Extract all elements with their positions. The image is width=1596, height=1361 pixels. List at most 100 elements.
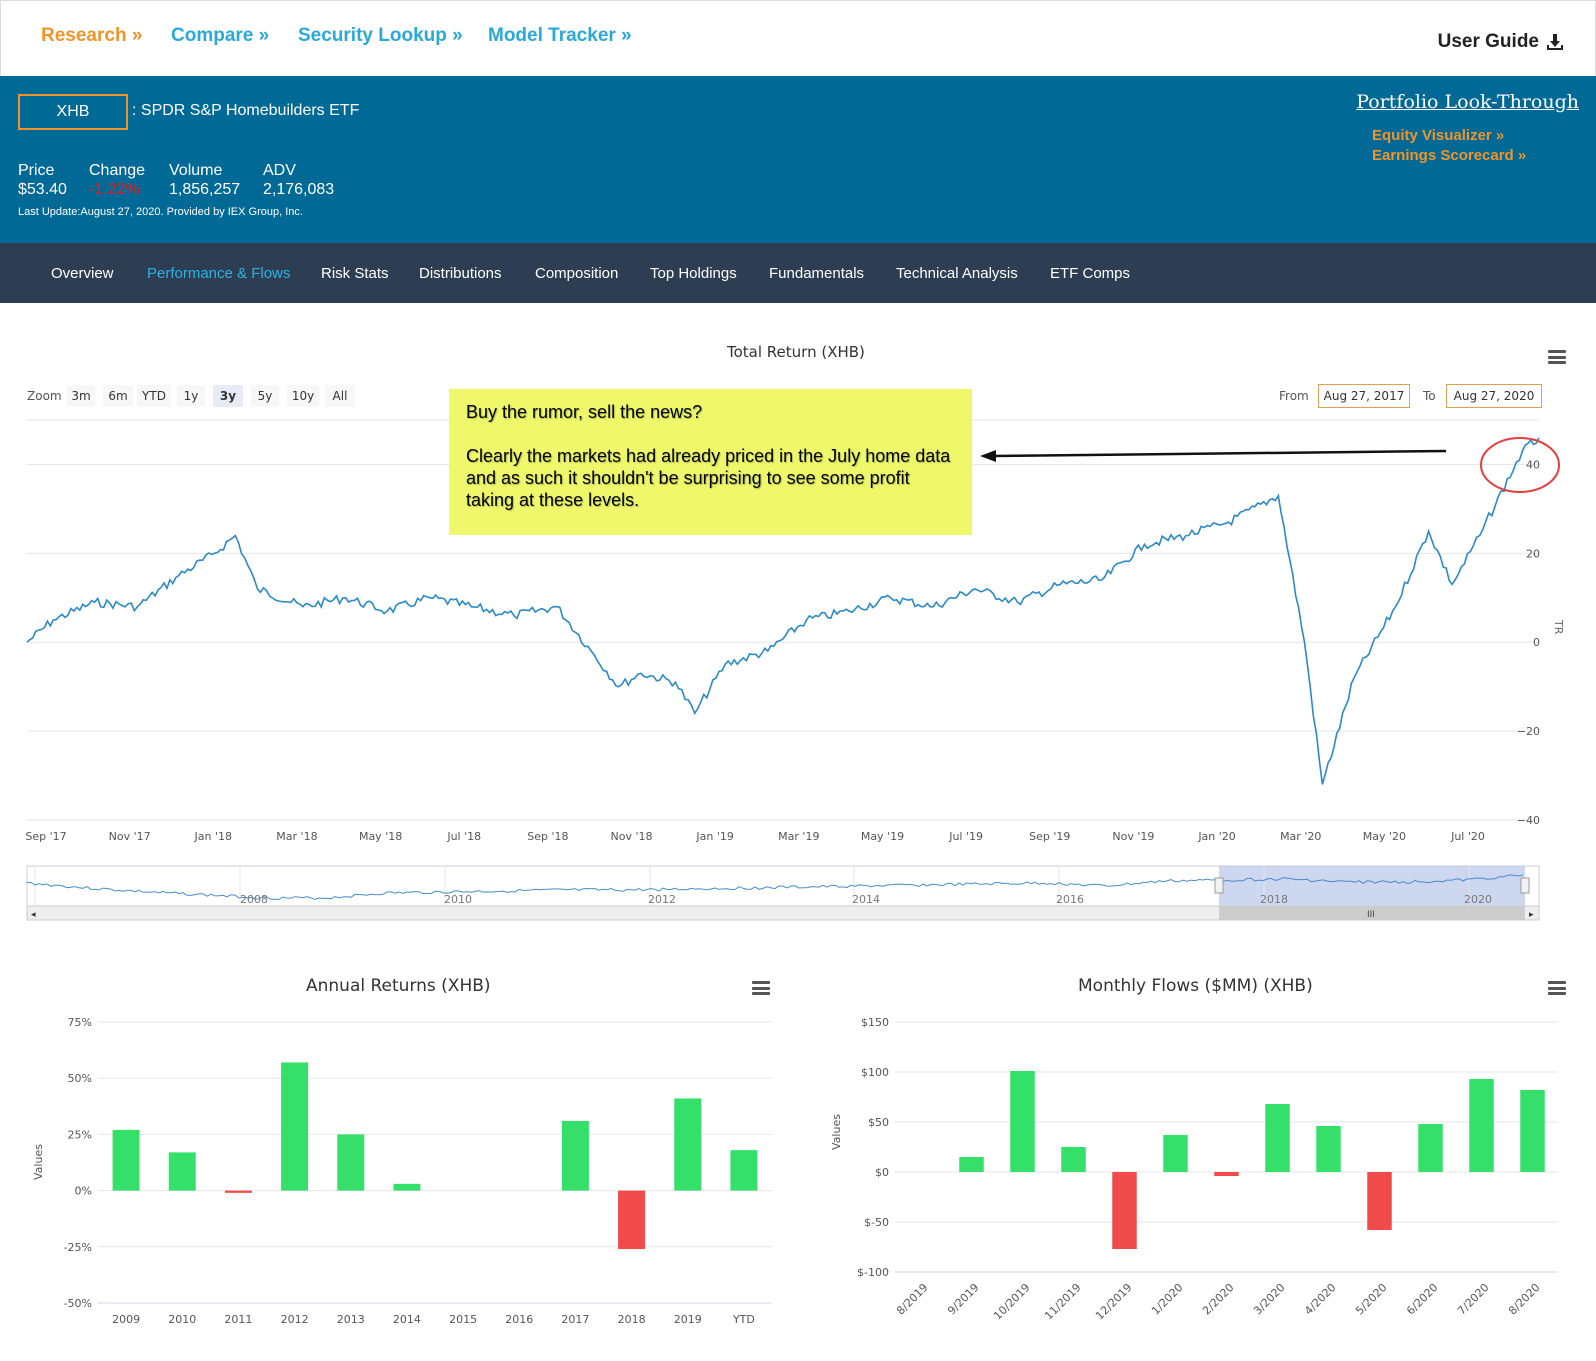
bar-x-tick-label: 2016 <box>505 1313 533 1326</box>
navigator-year-label: 2014 <box>852 893 880 906</box>
bar-2017[interactable] <box>561 1120 589 1191</box>
bar-y-tick-label: $100 <box>861 1066 889 1079</box>
bar-x-tick-label: 10/2019 <box>991 1281 1033 1323</box>
monthly-flows-title: Monthly Flows ($MM) (XHB) <box>1078 976 1313 996</box>
total-return-menu-icon[interactable] <box>1548 350 1566 364</box>
annotation-note: Buy the rumor, sell the news? Clearly th… <box>449 389 972 535</box>
security-lookup-link[interactable]: Security Lookup » <box>298 25 463 46</box>
zoom-10y-button[interactable]: 10y <box>287 385 319 407</box>
scroll-left-arrow[interactable]: ◂ <box>31 910 36 920</box>
zoom-label: Zoom <box>27 389 62 403</box>
zoom-all-button[interactable]: All <box>325 385 355 407</box>
tr-x-tick-label: Mar '19 <box>778 830 819 843</box>
portfolio-look-through-link[interactable]: Portfolio Look-Through <box>1356 91 1579 113</box>
bar-x-tick-label: 8/2020 <box>1506 1281 1543 1318</box>
to-label: To <box>1423 389 1436 403</box>
bar-y-tick-label: $0 <box>875 1166 889 1179</box>
bar-8/2020[interactable] <box>1520 1090 1545 1172</box>
navigator[interactable]: 2008 2010 2012 2014 2016 2018 2020 ◂ ▸ III <box>26 865 1540 921</box>
from-date-input[interactable]: Aug 27, 2017 <box>1318 384 1410 408</box>
bar-x-tick-label: 7/2020 <box>1455 1281 1492 1318</box>
bar-x-tick-label: 2009 <box>112 1313 140 1326</box>
bar-6/2020[interactable] <box>1418 1124 1443 1172</box>
navigator-year-label: 2018 <box>1260 893 1288 906</box>
bar-y-tick-label: -50% <box>64 1297 92 1310</box>
bar-x-tick-label: 1/2020 <box>1149 1281 1186 1318</box>
bar-4/2020[interactable] <box>1316 1126 1341 1172</box>
highlight-circle <box>1480 437 1560 493</box>
annual-returns-title: Annual Returns (XHB) <box>306 976 491 996</box>
bar-2014[interactable] <box>393 1183 421 1191</box>
from-label: From <box>1279 389 1309 403</box>
bar-x-tick-label: 4/2020 <box>1302 1281 1339 1318</box>
bar-2009[interactable] <box>112 1129 140 1191</box>
bar-x-tick-label: YTD <box>732 1313 755 1326</box>
tr-x-tick-label: Jul '19 <box>948 830 983 843</box>
tab-overview[interactable]: Overview <box>51 265 114 282</box>
user-guide-button[interactable]: User Guide <box>1438 31 1565 53</box>
bar-2018[interactable] <box>618 1190 646 1250</box>
tab-fundamentals[interactable]: Fundamentals <box>769 265 865 282</box>
compare-link[interactable]: Compare » <box>171 25 270 46</box>
model-tracker-link[interactable]: Model Tracker » <box>488 25 632 46</box>
zoom-ytd-button[interactable]: YTD <box>137 385 171 407</box>
equity-visualizer-link[interactable]: Equity Visualizer » <box>1372 127 1505 144</box>
bar-2/2020[interactable] <box>1214 1172 1239 1176</box>
bar-y-tick-label: $-100 <box>857 1266 889 1279</box>
navigator-selection[interactable] <box>1219 866 1525 906</box>
bar-2011[interactable] <box>224 1190 252 1193</box>
zoom-5y-button[interactable]: 5y <box>251 385 279 407</box>
monthly-flows-y-axis-title: Values <box>830 1114 843 1150</box>
bar-1/2020[interactable] <box>1163 1135 1188 1172</box>
bar-x-tick-label: 2/2020 <box>1200 1281 1237 1318</box>
zoom-6m-button[interactable]: 6m <box>103 385 133 407</box>
zoom-1y-button[interactable]: 1y <box>177 385 205 407</box>
bar-y-tick-label: $-50 <box>864 1216 889 1229</box>
tab-etf-comps[interactable]: ETF Comps <box>1050 265 1131 282</box>
annotation-arrow <box>991 449 1447 458</box>
price-stat: Price $53.40 <box>18 161 67 199</box>
bar-x-tick-label: 2015 <box>449 1313 477 1326</box>
navigator-year-label: 2020 <box>1464 893 1492 906</box>
navigator-handle-left[interactable] <box>1214 877 1224 894</box>
ticker-box[interactable]: XHB <box>18 94 128 130</box>
tab-technical-analysis[interactable]: Technical Analysis <box>896 265 1018 282</box>
tab-composition[interactable]: Composition <box>535 265 619 282</box>
navigator-scrollbar-thumb[interactable] <box>1219 906 1525 920</box>
earnings-scorecard-link[interactable]: Earnings Scorecard » <box>1372 147 1527 164</box>
bar-3/2020[interactable] <box>1265 1104 1290 1172</box>
monthly-flows-menu-icon[interactable] <box>1548 981 1566 995</box>
to-date-input[interactable]: Aug 27, 2020 <box>1446 384 1542 408</box>
bar-2010[interactable] <box>168 1152 196 1191</box>
annual-returns-menu-icon[interactable] <box>752 981 770 995</box>
bar-12/2019[interactable] <box>1112 1172 1137 1249</box>
scroll-right-arrow[interactable]: ▸ <box>1529 910 1534 920</box>
bar-2012[interactable] <box>281 1062 309 1191</box>
tr-x-tick-label: Mar '18 <box>276 830 317 843</box>
bar-5/2020[interactable] <box>1367 1172 1392 1230</box>
zoom-3y-button[interactable]: 3y <box>213 385 243 407</box>
bar-2013[interactable] <box>337 1134 365 1191</box>
zoom-3m-button[interactable]: 3m <box>67 385 95 407</box>
bar-10/2019[interactable] <box>1010 1071 1035 1172</box>
last-update: Last Update:August 27, 2020. Provided by… <box>18 206 303 218</box>
bar-2019[interactable] <box>674 1098 702 1191</box>
tab-top-holdings[interactable]: Top Holdings <box>650 265 737 282</box>
tab-performance-flows[interactable]: Performance & Flows <box>147 265 291 282</box>
bar-9/2019[interactable] <box>959 1157 984 1172</box>
navigator-scrollbar[interactable] <box>26 905 1540 921</box>
change-stat: Change -1.22% <box>89 161 145 199</box>
bar-7/2020[interactable] <box>1469 1079 1494 1172</box>
bar-x-tick-label: 9/2019 <box>945 1281 982 1318</box>
research-link[interactable]: Research » <box>41 25 143 46</box>
annotation-line-1: Buy the rumor, sell the news? <box>466 402 703 422</box>
bar-YTD[interactable] <box>730 1150 758 1191</box>
bar-x-tick-label: 2013 <box>337 1313 365 1326</box>
tab-risk-stats[interactable]: Risk Stats <box>321 265 389 282</box>
tab-distributions[interactable]: Distributions <box>419 265 502 282</box>
tr-x-tick-label: May '19 <box>861 830 904 843</box>
navigator-handle-right[interactable] <box>1520 877 1530 894</box>
tr-y-tick-label: 20 <box>1526 547 1540 560</box>
bar-x-tick-label: 6/2020 <box>1404 1281 1441 1318</box>
bar-11/2019[interactable] <box>1061 1147 1086 1172</box>
